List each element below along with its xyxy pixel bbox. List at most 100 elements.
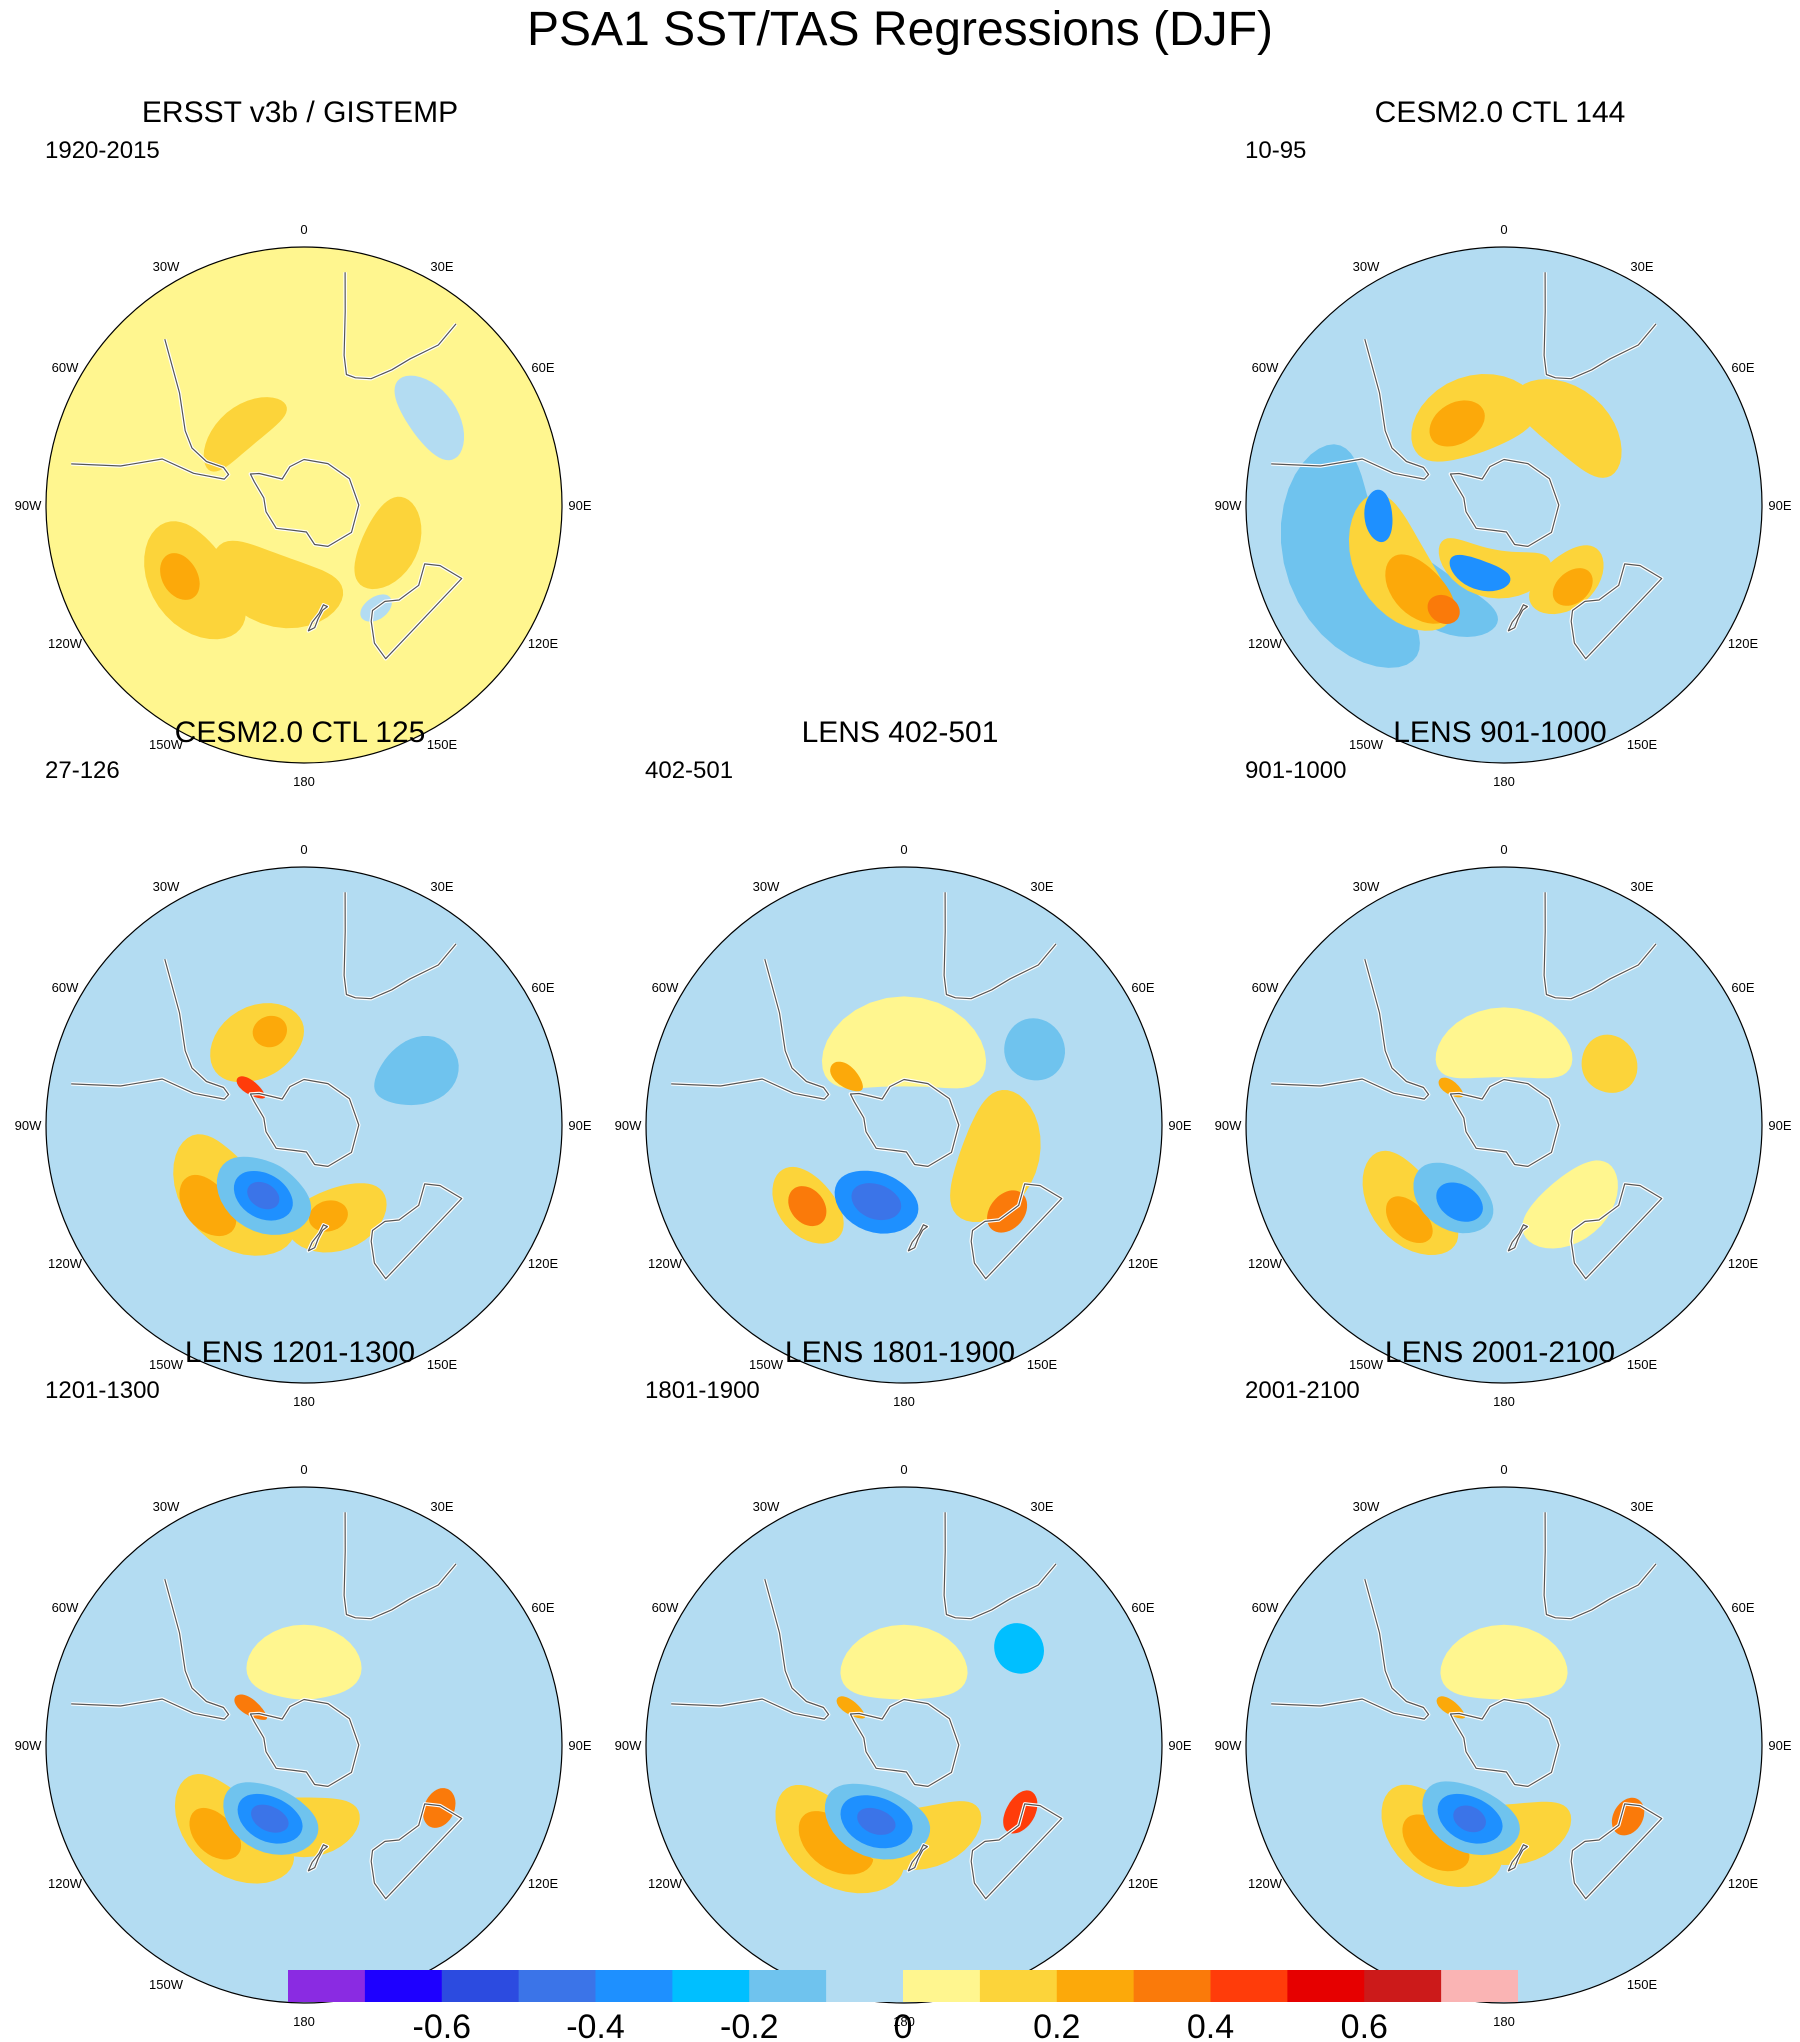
anomaly-contour-region	[1453, 1805, 1486, 1833]
coastline	[671, 1579, 830, 1720]
coastline	[71, 339, 230, 480]
longitude-label: 90W	[1215, 1118, 1242, 1133]
anomaly-contour-region	[1581, 1034, 1638, 1093]
panel-title: LENS 901-1000	[1393, 716, 1607, 749]
panel-period: 27-126	[45, 757, 120, 784]
coastline	[249, 458, 360, 547]
anomaly-contour-region	[1522, 1160, 1618, 1249]
longitude-label: 30W	[1353, 879, 1380, 894]
anomaly-contour-region	[1004, 1018, 1065, 1081]
longitude-label: 30W	[753, 879, 780, 894]
anomaly-contour-region	[821, 996, 987, 1089]
map-panel-lens-2001-2100: LENS 2001-2100 2001-2100 0 30E 60E 90E 120E 1…	[1200, 1335, 1800, 2029]
longitude-label: 60W	[52, 980, 79, 995]
longitude-label: 120W	[648, 1256, 683, 1271]
longitude-label: 30E	[1030, 1499, 1053, 1514]
map-panel-lens-901-1000: LENS 901-1000 901-1000 0 30E 60E 90E 120E 150…	[1200, 715, 1800, 1409]
longitude-label: 0	[1500, 842, 1507, 857]
longitude-label: 120E	[1728, 1256, 1759, 1271]
longitude-label: 60W	[52, 1600, 79, 1615]
longitude-label: 0	[300, 1462, 307, 1477]
longitude-label: 90E	[568, 498, 591, 513]
panel-title: LENS 402-501	[801, 716, 999, 749]
longitude-label: 120E	[1728, 1876, 1759, 1891]
longitude-label: 180	[1493, 774, 1515, 789]
anomaly-contour-region	[423, 1788, 456, 1828]
colorbar-bin	[595, 1970, 673, 2002]
longitude-label: 150W	[1349, 737, 1384, 752]
colorbar-bin	[826, 1970, 904, 2002]
panel-period: 901-1000	[1245, 757, 1347, 784]
map-border	[645, 866, 1163, 1384]
longitude-label: 150W	[149, 1977, 184, 1992]
longitude-label: 60W	[652, 1600, 679, 1615]
panel-period: 2001-2100	[1245, 1377, 1360, 1404]
longitude-label: 30W	[1353, 259, 1380, 274]
panel-title: LENS 1801-1900	[784, 1336, 1016, 1369]
longitude-label: 180	[893, 2014, 915, 2029]
coastline	[307, 1844, 328, 1872]
colorbar-bin	[364, 1970, 443, 2002]
longitude-label: 60W	[1252, 1600, 1279, 1615]
coastline	[343, 892, 457, 1000]
longitude-label: 120E	[1728, 636, 1759, 651]
map-border	[645, 1486, 1163, 2004]
longitude-label: 90E	[568, 1118, 591, 1133]
panel-period: 10-95	[1245, 137, 1307, 164]
longitude-label: 90E	[1768, 1118, 1791, 1133]
longitude-label: 30E	[430, 259, 453, 274]
coastline	[907, 1844, 928, 1872]
longitude-label: 150E	[427, 737, 458, 752]
longitude-label: 0	[300, 842, 307, 857]
colorbar-bin	[441, 1970, 520, 2002]
longitude-label: 150E	[1627, 1977, 1658, 1992]
map-background	[1246, 1487, 1762, 2003]
longitude-label: 30W	[753, 1499, 780, 1514]
map-border	[45, 246, 563, 764]
anomaly-contour-region	[1386, 1196, 1433, 1243]
anomaly-contour-region	[374, 1036, 459, 1106]
longitude-label: 120W	[48, 1256, 83, 1271]
longitude-label: 0	[300, 222, 307, 237]
panel-title: ERSST v3b / GISTEMP	[141, 96, 459, 129]
coastline	[907, 1224, 928, 1252]
longitude-label: 150W	[149, 1357, 184, 1372]
colorbar-tick-label: -0.4	[566, 2008, 625, 2042]
longitude-label: 30W	[1353, 1499, 1380, 1514]
map-border	[45, 866, 563, 1384]
longitude-label: 120W	[1248, 1876, 1283, 1891]
map-border	[1245, 1486, 1763, 2004]
coastline	[1271, 1579, 1430, 1720]
anomaly-contour-region	[354, 496, 422, 590]
coastline	[71, 959, 230, 1100]
longitude-label: 30E	[430, 879, 453, 894]
map-background	[646, 1487, 1162, 2003]
anomaly-contour-region	[252, 1015, 287, 1048]
panel-period: 1201-1300	[45, 1377, 160, 1404]
anomaly-contour-region	[247, 1181, 280, 1210]
colorbar-tick-label: 0.6	[1341, 2008, 1388, 2042]
anomaly-contour-region	[840, 1624, 968, 1700]
longitude-label: 0	[900, 1462, 907, 1477]
longitude-label: 180	[293, 2014, 315, 2029]
longitude-label: 120W	[48, 636, 83, 651]
panel-title: CESM2.0 CTL 144	[1374, 96, 1626, 129]
colorbar-bin	[1287, 1970, 1365, 2002]
anomaly-contour-region	[798, 1811, 874, 1875]
longitude-label: 60E	[1731, 360, 1754, 375]
coastline	[970, 1803, 1063, 1900]
colorbar-bin	[1133, 1970, 1212, 2002]
longitude-label: 60E	[1131, 1600, 1154, 1615]
coastline	[1507, 604, 1528, 632]
longitude-label: 30W	[153, 1499, 180, 1514]
colorbar-tick-label: 0	[894, 2008, 913, 2042]
longitude-label: 0	[1500, 222, 1507, 237]
anomaly-contour-region	[788, 1186, 827, 1227]
longitude-label: 180	[893, 1394, 915, 1409]
longitude-label: 180	[1493, 2014, 1515, 2029]
map-background	[46, 1487, 562, 2003]
longitude-label: 150E	[1027, 1357, 1058, 1372]
